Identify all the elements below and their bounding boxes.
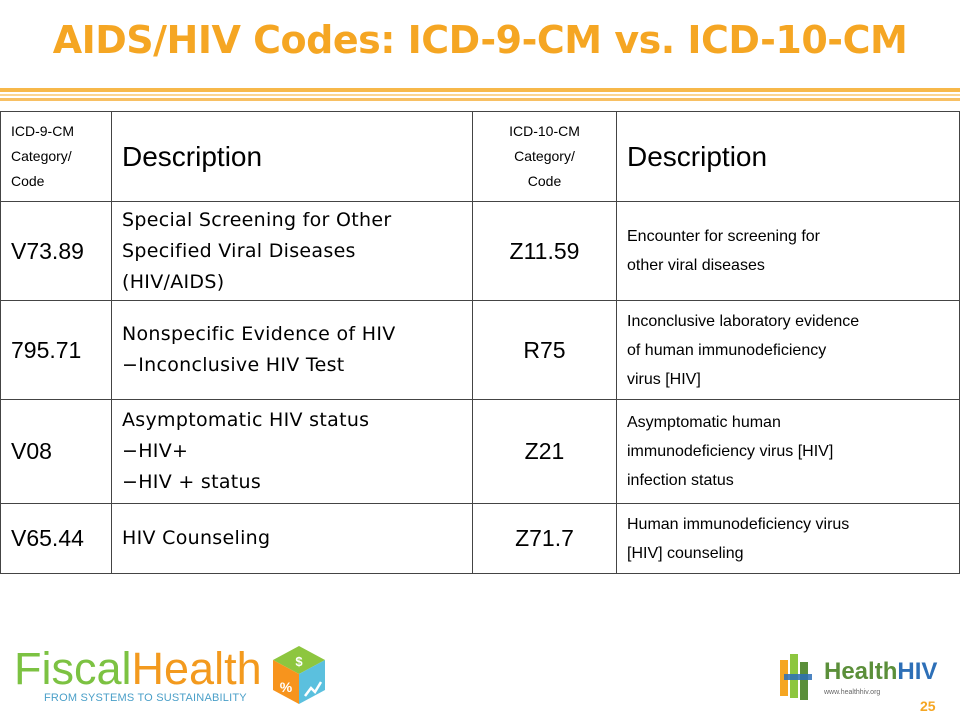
icd10-description-cell: Encounter for screening for other viral … — [616, 201, 960, 301]
logo-word-health: Health — [131, 643, 262, 694]
table-header-row: ICD-9-CM Category/ Code Description ICD-… — [0, 111, 960, 202]
icd9-description-cell: Special Screening for Other Specified Vi… — [111, 201, 473, 301]
dollar-symbol: $ — [295, 654, 303, 669]
description-line: of human immunodeficiency — [627, 341, 827, 359]
logo-word-health: Health — [824, 658, 898, 685]
description-line: Asymptomatic human — [627, 414, 781, 431]
description-line: Asymptomatic HIV status — [122, 409, 370, 431]
logo-url: www.healthhiv.org — [824, 689, 881, 696]
icd10-description-cell: Human immunodeficiency virus [HIV] couns… — [616, 503, 960, 574]
icd10-description-cell: Asymptomatic human immunodeficiency viru… — [616, 399, 960, 504]
icd10-description-cell: Inconclusive laboratory evidence of huma… — [616, 300, 960, 400]
header-line: ICD-9-CM — [11, 123, 74, 139]
healthhiv-logo: HealthHIV www.healthhiv.org — [778, 652, 938, 702]
description-line: (HIV/AIDS) — [122, 270, 225, 293]
description-line: Inconclusive laboratory evidence — [627, 312, 860, 330]
icd9-code-cell: 795.71 — [0, 300, 112, 400]
description-line: −Inconclusive HIV Test — [122, 354, 345, 376]
description-line: immunodeficiency virus [HIV] — [627, 443, 834, 460]
page-number: 25 — [920, 698, 936, 714]
fiscal-health-logo: FiscalHealth FROM SYSTEMS TO SUSTAINABIL… — [14, 644, 325, 710]
icd10-code-cell: Z21 — [472, 399, 617, 504]
table-row: V65.44 HIV Counseling Z71.7 Human immuno… — [0, 503, 960, 574]
title-underline-rule — [0, 88, 960, 92]
description-line: [HIV] counseling — [627, 544, 744, 562]
description-line: Encounter for screening for — [627, 228, 820, 245]
icd10-code-cell: Z71.7 — [472, 503, 617, 574]
dollar-percent-cube-icon: $ % — [273, 646, 325, 704]
description-line: −HIV + status — [122, 471, 262, 493]
header-line: Code — [527, 173, 562, 189]
table-row: V08 Asymptomatic HIV status −HIV+ −HIV +… — [0, 399, 960, 504]
description-line: other viral diseases — [627, 257, 765, 274]
title-underline-rule — [0, 98, 960, 101]
header-line: ICD-10-CM — [509, 123, 580, 139]
description-line: Human immunodeficiency virus — [627, 515, 850, 533]
logo-word-hiv: HIV — [897, 658, 938, 685]
icd9-description-cell: Nonspecific Evidence of HIV −Inconclusiv… — [111, 300, 473, 400]
header-line: Category/ — [11, 148, 72, 164]
description-line: Special Screening for Other — [122, 208, 392, 231]
header-line: Category/ — [514, 148, 575, 164]
healthhiv-mark-icon — [780, 654, 812, 700]
fiscal-health-wordmark: FiscalHealth — [14, 644, 262, 694]
icd10-code-cell: Z11.59 — [472, 201, 617, 301]
icd9-code-cell: V08 — [0, 399, 112, 504]
icd9-code-cell: V65.44 — [0, 503, 112, 574]
icd-codes-table: ICD-9-CM Category/ Code Description ICD-… — [0, 111, 960, 574]
title-underline-rule — [0, 94, 960, 96]
description-line: Nonspecific Evidence of HIV — [122, 323, 396, 345]
percent-symbol: % — [280, 679, 293, 695]
description-line: −HIV+ — [122, 440, 189, 462]
icd9-description-header: Description — [111, 111, 473, 202]
healthhiv-wordmark: HealthHIV — [824, 658, 937, 686]
table-row: V73.89 Special Screening for Other Speci… — [0, 201, 960, 301]
icd9-code-cell: V73.89 — [0, 201, 112, 301]
description-line: HIV Counseling — [122, 527, 271, 549]
logo-word-fiscal: Fiscal — [14, 643, 132, 694]
description-line: Specified Viral Diseases — [122, 239, 356, 262]
table-row: 795.71 Nonspecific Evidence of HIV −Inco… — [0, 300, 960, 400]
icd9-code-header: ICD-9-CM Category/ Code — [0, 111, 112, 202]
description-line: virus [HIV] — [627, 370, 701, 388]
icd9-description-cell: HIV Counseling — [111, 503, 473, 574]
icd10-code-cell: R75 — [472, 300, 617, 400]
slide-title: AIDS/HIV Codes: ICD-9-CM vs. ICD-10-CM — [52, 18, 908, 62]
icd9-description-cell: Asymptomatic HIV status −HIV+ −HIV + sta… — [111, 399, 473, 504]
description-line: infection status — [627, 472, 734, 489]
logo-tagline: FROM SYSTEMS TO SUSTAINABILITY — [44, 692, 247, 704]
icd10-description-header: Description — [616, 111, 960, 202]
header-line: Code — [11, 173, 45, 189]
icd10-code-header: ICD-10-CM Category/ Code — [472, 111, 617, 202]
